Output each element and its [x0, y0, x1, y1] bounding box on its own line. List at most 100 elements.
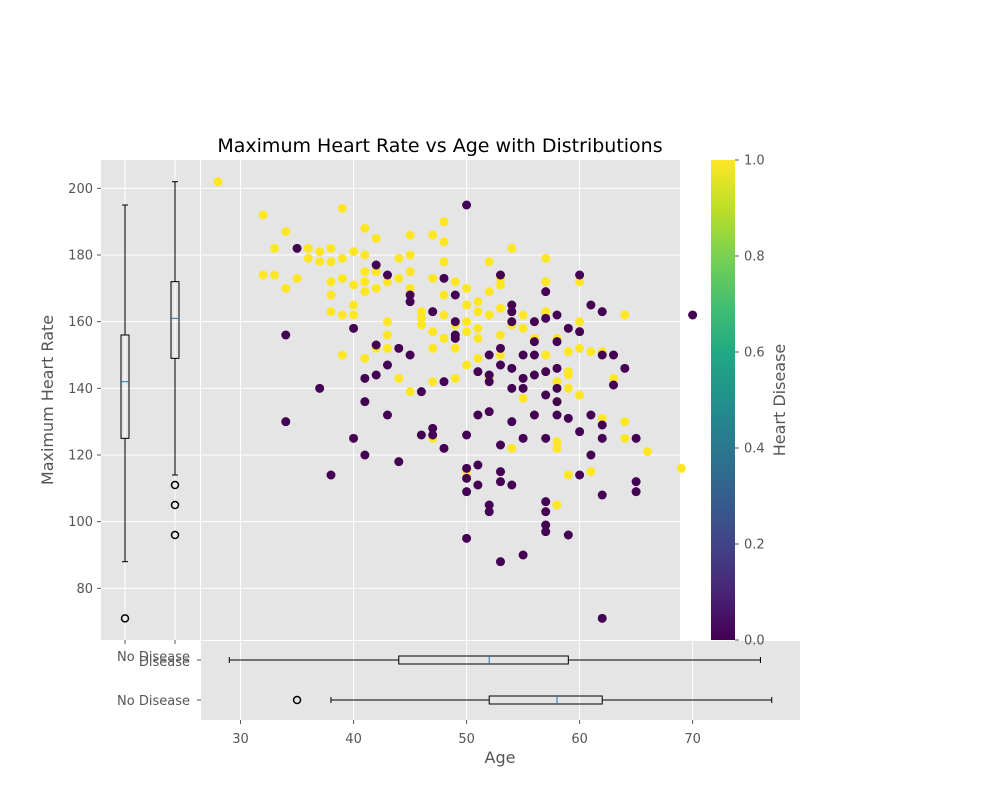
scatter-point: [507, 443, 517, 453]
scatter-point: [371, 267, 381, 277]
scatter-point: [269, 243, 279, 253]
scatter-point: [597, 307, 607, 317]
colorbar: [711, 160, 735, 640]
scatter-point: [575, 317, 585, 327]
scatter-point: [586, 450, 596, 460]
outlier-point: [170, 480, 180, 490]
scatter-point: [552, 500, 562, 510]
scatter-point: [439, 273, 449, 283]
scatter-point: [518, 393, 528, 403]
scatter-point: [529, 350, 539, 360]
scatter-point: [541, 390, 551, 400]
scatter-point: [688, 310, 698, 320]
y-tick-label: 120: [68, 449, 93, 464]
scatter-point: [597, 433, 607, 443]
scatter-point: [258, 210, 268, 220]
scatter-point: [337, 310, 347, 320]
scatter-point: [292, 273, 302, 283]
scatter-point: [473, 307, 483, 317]
scatter-point: [529, 370, 539, 380]
y-tick-label: 140: [68, 382, 93, 397]
scatter-point: [382, 270, 392, 280]
scatter-point: [496, 330, 505, 340]
scatter-point: [507, 307, 517, 317]
scatter-point: [281, 283, 291, 293]
scatter-point: [597, 490, 607, 500]
scatter-point: [382, 410, 392, 420]
scatter-point: [563, 470, 573, 480]
y-tick-label: 180: [68, 249, 93, 264]
scatter-point: [620, 433, 630, 443]
scatter-point: [586, 410, 596, 420]
scatter-point: [575, 427, 585, 437]
scatter-point: [518, 550, 528, 560]
scatter-point: [563, 413, 573, 423]
scatter-point: [337, 273, 347, 283]
chart-title: Maximum Heart Rate vs Age with Distribut…: [217, 135, 662, 157]
scatter-point: [394, 373, 404, 383]
scatter-point: [496, 467, 505, 477]
scatter-point: [371, 370, 381, 380]
scatter-point: [563, 530, 573, 540]
scatter-point: [416, 387, 426, 397]
scatter-point: [597, 350, 607, 360]
scatter-point: [552, 410, 562, 420]
scatter-point: [541, 277, 551, 287]
scatter-point: [326, 243, 336, 253]
scatter-point: [541, 507, 551, 517]
colorbar-tick-label: 0.2: [744, 538, 765, 553]
scatter-point: [507, 363, 517, 373]
scatter-point: [597, 613, 607, 623]
scatter-point: [281, 417, 291, 427]
scatter-point: [428, 307, 438, 317]
scatter-point: [575, 343, 585, 353]
scatter-point: [462, 533, 472, 543]
scatter-point: [552, 310, 562, 320]
scatter-point: [371, 233, 381, 243]
scatter-point: [462, 283, 472, 293]
scatter-point: [450, 343, 460, 353]
scatter-point: [439, 333, 449, 343]
scatter-point: [496, 557, 505, 567]
scatter-point: [462, 463, 472, 473]
x-tick-label: 40: [345, 732, 362, 747]
scatter-point: [360, 353, 370, 363]
scatter-point: [337, 203, 347, 213]
box-body: [120, 334, 130, 439]
age-y-tick-label: No Disease: [117, 694, 190, 709]
scatter-point: [620, 417, 630, 427]
scatter-point: [360, 267, 370, 277]
scatter-point: [496, 350, 505, 360]
outlier-point: [170, 530, 180, 540]
scatter-point: [371, 283, 381, 293]
scatter-point: [552, 383, 562, 393]
scatter-point: [462, 360, 472, 370]
scatter-point: [541, 313, 551, 323]
scatter-point: [405, 250, 415, 260]
scatter-point: [507, 480, 517, 490]
scatter-point: [450, 373, 460, 383]
scatter-point: [405, 350, 415, 360]
scatter-point: [416, 313, 426, 323]
outlier-point: [170, 500, 180, 510]
scatter-point: [609, 373, 619, 383]
scatter-point: [371, 340, 381, 350]
box-body: [398, 655, 569, 665]
scatter-point: [360, 250, 370, 260]
scatter-point: [507, 417, 517, 427]
y-tick-label: 200: [68, 182, 93, 197]
scatter-point: [541, 253, 551, 263]
scatter-point: [507, 383, 517, 393]
scatter-point: [450, 277, 460, 287]
scatter-point: [518, 433, 528, 443]
scatter-point: [541, 350, 551, 360]
scatter-point: [496, 477, 505, 487]
x-axis-label: Age: [485, 748, 516, 767]
scatter-point: [507, 243, 517, 253]
scatter-point: [541, 497, 551, 507]
scatter-point: [315, 247, 325, 257]
scatter-point: [496, 360, 505, 370]
scatter-point: [563, 367, 573, 377]
scatter-point: [405, 267, 415, 277]
